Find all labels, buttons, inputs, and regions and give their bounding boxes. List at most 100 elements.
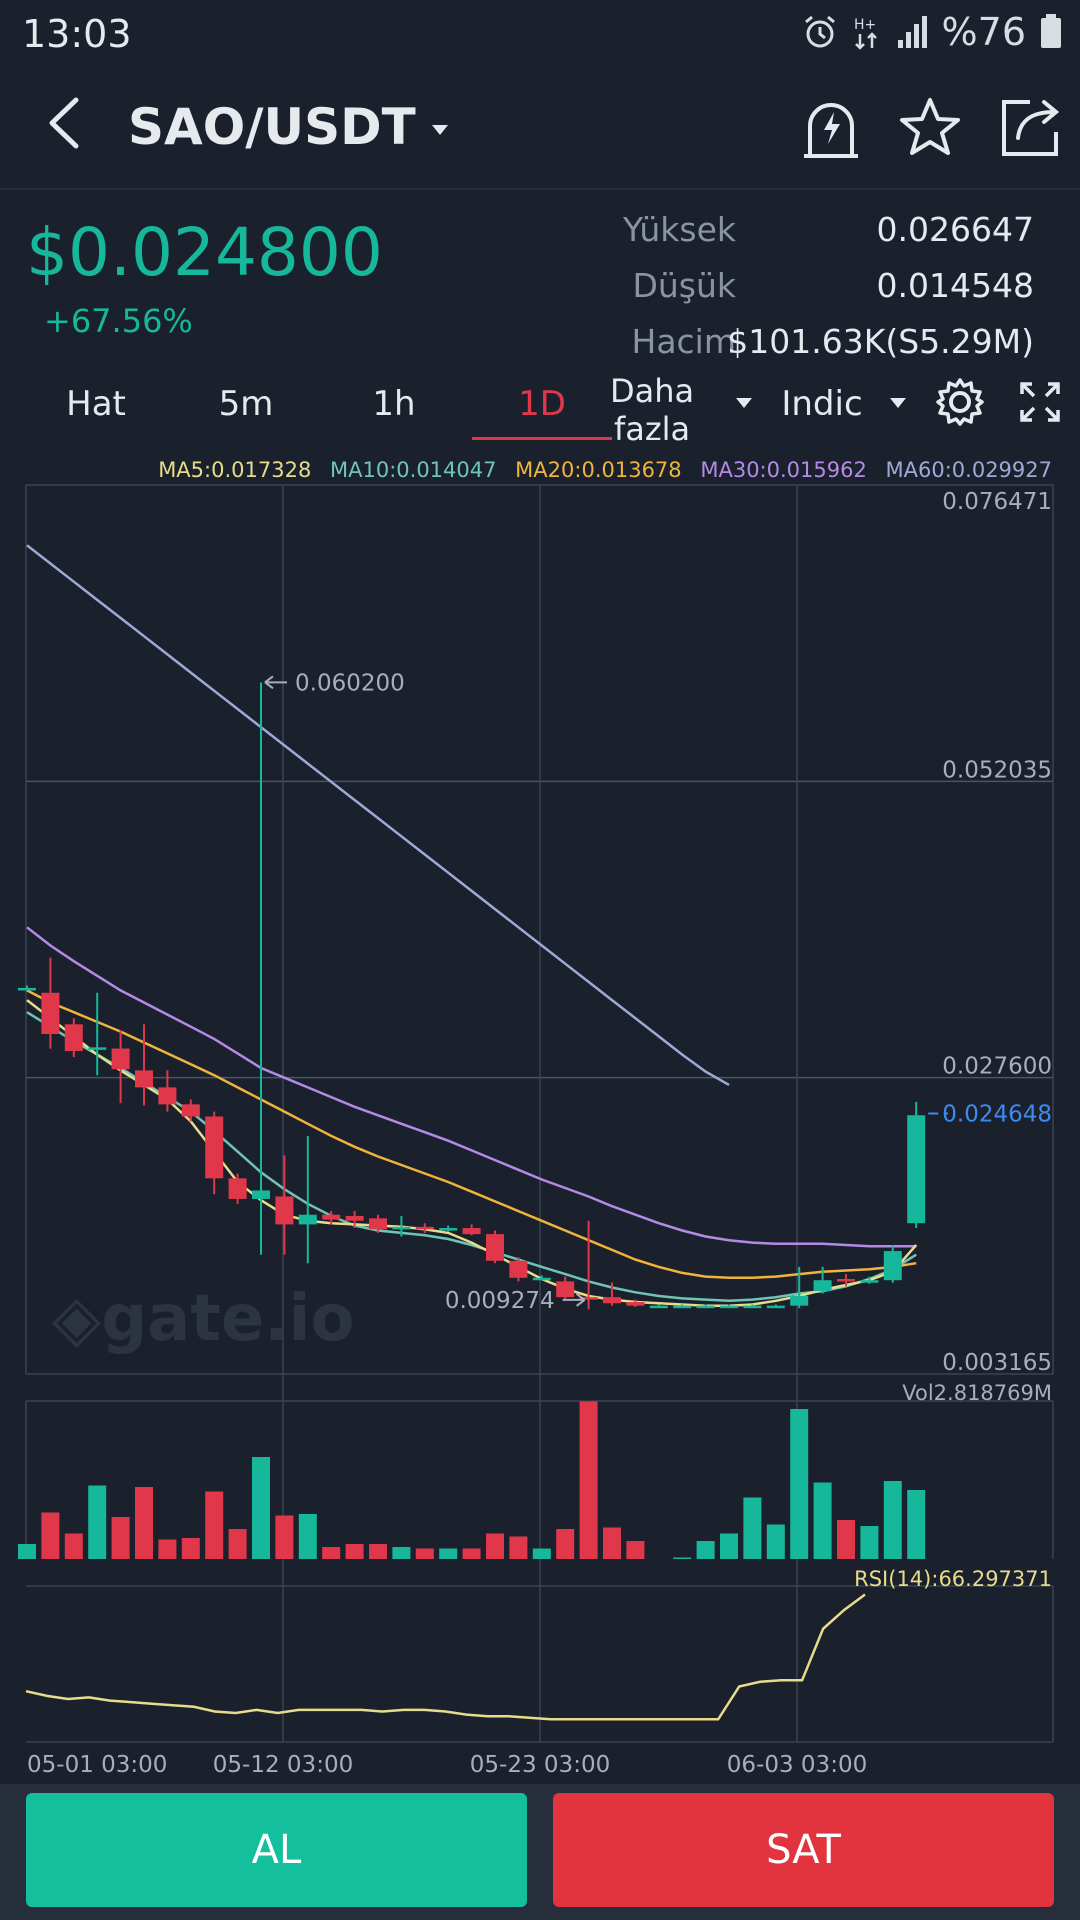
ma60-legend: MA60:0.029927 bbox=[885, 458, 1052, 482]
volume-bar bbox=[88, 1485, 107, 1559]
volume-bar bbox=[509, 1536, 528, 1559]
volume-bar bbox=[345, 1544, 364, 1559]
ma60-line bbox=[26, 544, 730, 1086]
y-axis-label: 0.027600 bbox=[942, 1054, 1052, 1080]
max-price-annotation: 0.060200 bbox=[295, 670, 405, 696]
high-value: 0.026647 bbox=[876, 210, 1034, 249]
volume-bar bbox=[252, 1457, 270, 1559]
ma10-legend: MA10:0.014047 bbox=[330, 458, 497, 482]
candle-body bbox=[41, 992, 60, 1035]
volume-bar bbox=[837, 1520, 855, 1559]
indic-dropdown-caret-icon bbox=[890, 398, 906, 408]
candle-body bbox=[439, 1228, 458, 1231]
min-arrow-icon bbox=[562, 1293, 586, 1307]
back-arrow-icon[interactable] bbox=[36, 88, 96, 158]
share-icon[interactable] bbox=[996, 92, 1066, 162]
tab-1h[interactable]: 1h bbox=[372, 384, 416, 424]
y-axis-label: 0.052035 bbox=[942, 757, 1052, 783]
candle-body bbox=[298, 1214, 317, 1225]
volume-bar bbox=[532, 1548, 551, 1559]
volume-bar bbox=[18, 1544, 36, 1559]
tab-1d[interactable]: 1D bbox=[518, 384, 566, 424]
active-tab-indicator bbox=[472, 437, 612, 440]
battery-percent: %76 bbox=[941, 10, 1026, 54]
candle-body bbox=[696, 1305, 715, 1309]
x-axis-label: 06-03 03:00 bbox=[727, 1752, 867, 1778]
tab-line[interactable]: Hat bbox=[66, 384, 126, 424]
volume-bar bbox=[64, 1533, 83, 1559]
volume-bar bbox=[439, 1548, 458, 1559]
candle-body bbox=[205, 1116, 224, 1179]
pair-selector[interactable]: SAO/USDT bbox=[128, 98, 448, 156]
candle-body bbox=[415, 1226, 434, 1230]
status-icons: H+ %76 bbox=[802, 10, 1062, 54]
volume-bar bbox=[228, 1529, 247, 1559]
candle-body bbox=[158, 1087, 177, 1105]
volume-bar bbox=[579, 1401, 598, 1559]
watermark: ◈gate.io bbox=[52, 1282, 354, 1356]
volume-bar bbox=[111, 1517, 130, 1559]
candle-body bbox=[135, 1070, 153, 1088]
candle-body bbox=[720, 1305, 738, 1309]
candle-body bbox=[743, 1305, 762, 1309]
candle-body bbox=[462, 1228, 481, 1235]
volume-bar bbox=[205, 1491, 224, 1559]
tab-more[interactable]: Daha fazla bbox=[610, 372, 694, 448]
ma30-line bbox=[26, 926, 917, 1248]
candle-body bbox=[579, 1297, 598, 1300]
candle-body bbox=[649, 1305, 668, 1309]
current-price-label: 0.024648 bbox=[942, 1101, 1052, 1127]
volume-bar bbox=[41, 1512, 60, 1559]
ma20-line bbox=[26, 989, 917, 1280]
volume-bar bbox=[486, 1533, 504, 1559]
volume-bar bbox=[369, 1544, 387, 1559]
volume-bar bbox=[322, 1547, 341, 1559]
ma20-legend: MA20:0.013678 bbox=[515, 458, 682, 482]
sell-button[interactable]: SAT bbox=[553, 1793, 1054, 1907]
candle-body bbox=[603, 1297, 621, 1304]
price-chart[interactable]: ◈gate.io 0.060200 0.009274 0.076471 0.05203… bbox=[0, 470, 1080, 1780]
buy-button[interactable]: AL bbox=[26, 1793, 527, 1907]
battery-icon bbox=[1041, 14, 1061, 48]
volume-bar bbox=[556, 1529, 575, 1559]
candle-body bbox=[766, 1305, 785, 1309]
volume-bar bbox=[790, 1409, 809, 1559]
low-value: 0.014548 bbox=[876, 266, 1034, 305]
candle-body bbox=[64, 1024, 83, 1051]
tab-more-line1: Daha bbox=[610, 372, 695, 410]
tab-5m[interactable]: 5m bbox=[218, 384, 274, 424]
rsi-label: RSI(14):66.297371 bbox=[854, 1567, 1052, 1591]
volume-bar bbox=[720, 1533, 738, 1559]
min-price-annotation: 0.009274 bbox=[445, 1288, 555, 1314]
volume-bar bbox=[603, 1527, 621, 1559]
fullscreen-icon[interactable] bbox=[1018, 380, 1062, 424]
y-axis-label: 0.003165 bbox=[942, 1350, 1052, 1376]
x-axis-label: 05-01 03:00 bbox=[27, 1752, 167, 1778]
volume-bar bbox=[766, 1524, 785, 1559]
candle-body bbox=[322, 1214, 341, 1220]
volume-bar bbox=[275, 1515, 294, 1559]
network-type-icon: H+ bbox=[854, 17, 877, 50]
price-change: +67.56% bbox=[44, 302, 193, 340]
price-alert-icon[interactable] bbox=[796, 92, 866, 162]
volume-bar bbox=[696, 1541, 715, 1559]
tab-indic[interactable]: Indic bbox=[781, 384, 863, 424]
candle-body bbox=[275, 1196, 294, 1225]
tab-more-line2: fazla bbox=[613, 410, 691, 448]
signal-icon bbox=[897, 16, 927, 48]
favorite-star-icon[interactable] bbox=[895, 92, 965, 162]
status-time: 13:03 bbox=[22, 12, 132, 56]
volume-value: $101.63K(S5.29M) bbox=[727, 322, 1034, 361]
settings-gear-icon[interactable] bbox=[934, 376, 986, 428]
candle-body bbox=[532, 1277, 551, 1281]
candle-body bbox=[18, 987, 36, 991]
volume-bar bbox=[462, 1548, 481, 1559]
candle-body bbox=[392, 1226, 411, 1230]
volume-bar bbox=[181, 1538, 200, 1559]
candle-body bbox=[228, 1178, 247, 1199]
more-dropdown-caret-icon bbox=[736, 398, 752, 408]
volume-bar bbox=[673, 1557, 692, 1559]
candle-body bbox=[88, 1047, 107, 1050]
candle-body bbox=[252, 1190, 270, 1199]
volume-bar bbox=[907, 1490, 926, 1559]
